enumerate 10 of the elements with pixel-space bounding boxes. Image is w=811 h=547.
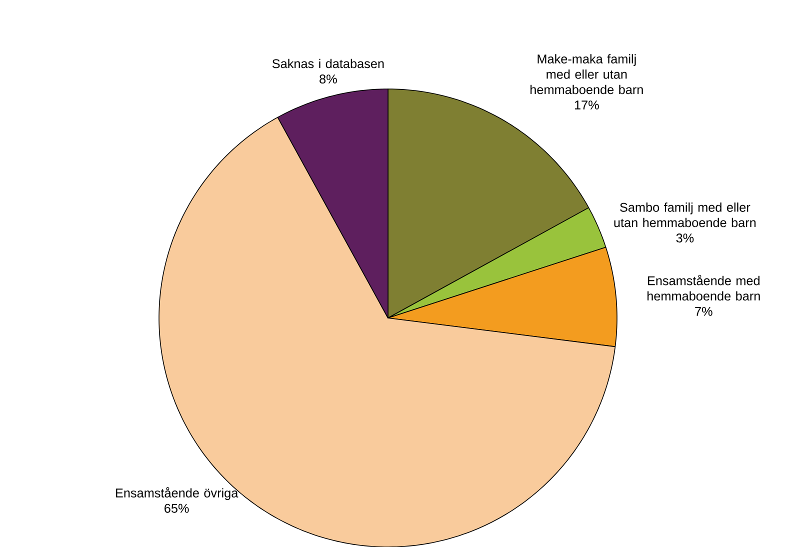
slice-label: Saknas i databasen bbox=[272, 58, 384, 68]
data-label: 65% bbox=[164, 504, 189, 513]
data-label: 17% bbox=[574, 100, 599, 110]
slice-label: Make-maka familj med eller utan hemmaboende barn bbox=[530, 54, 643, 94]
data-label: 8% bbox=[320, 74, 337, 84]
data-label: 3% bbox=[676, 234, 694, 242]
data-label: 7% bbox=[695, 306, 712, 316]
slice-label: Ensamstående med hemmaboende barn bbox=[647, 274, 760, 301]
slice-label: Ensamstående övriga bbox=[116, 487, 238, 500]
slice-label: Sambo familj med eller utan hemmaboende barn bbox=[614, 202, 756, 228]
